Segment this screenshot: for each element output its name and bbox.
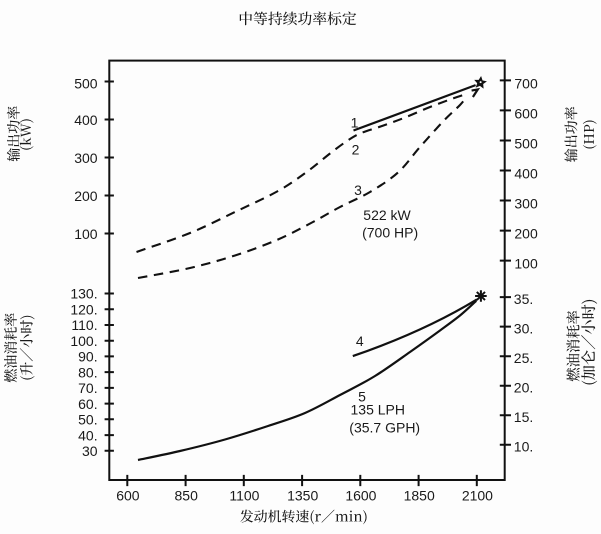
svg-text:20.: 20. bbox=[514, 380, 533, 396]
svg-text:15.: 15. bbox=[514, 409, 533, 425]
svg-text:35.: 35. bbox=[514, 291, 533, 307]
svg-text:400: 400 bbox=[514, 166, 538, 182]
svg-text:110.: 110. bbox=[71, 317, 97, 333]
svg-text:40.: 40. bbox=[78, 427, 97, 443]
svg-text:522 kW: 522 kW bbox=[363, 207, 411, 223]
svg-text:400: 400 bbox=[74, 112, 98, 128]
svg-text:300: 300 bbox=[74, 150, 98, 166]
svg-text:4: 4 bbox=[356, 333, 364, 349]
svg-text:2: 2 bbox=[352, 142, 360, 158]
svg-text:100: 100 bbox=[74, 226, 98, 242]
svg-text:200: 200 bbox=[514, 226, 538, 242]
svg-text:100.: 100. bbox=[70, 333, 97, 349]
svg-text:300: 300 bbox=[514, 196, 538, 212]
svg-text:2100: 2100 bbox=[462, 488, 493, 504]
svg-text:600: 600 bbox=[514, 105, 538, 121]
svg-text:(700 HP): (700 HP) bbox=[362, 224, 418, 240]
svg-text:1: 1 bbox=[351, 115, 359, 131]
svg-text:500: 500 bbox=[514, 136, 538, 152]
svg-text:10.: 10. bbox=[514, 439, 533, 455]
svg-text:70.: 70. bbox=[78, 380, 97, 396]
svg-text:850: 850 bbox=[175, 488, 199, 504]
svg-text:1850: 1850 bbox=[404, 488, 435, 504]
svg-text:130.: 130. bbox=[70, 286, 97, 302]
svg-text:60.: 60. bbox=[78, 396, 97, 412]
svg-text:5: 5 bbox=[358, 389, 366, 405]
svg-text:120.: 120. bbox=[70, 301, 97, 317]
svg-text:90.: 90. bbox=[78, 349, 97, 365]
svg-text:600: 600 bbox=[116, 488, 140, 504]
svg-text:700: 700 bbox=[514, 75, 538, 91]
svg-text:135 LPH: 135 LPH bbox=[351, 402, 405, 418]
svg-text:50.: 50. bbox=[78, 412, 97, 428]
svg-text:1350: 1350 bbox=[287, 488, 318, 504]
svg-text:25.: 25. bbox=[514, 350, 533, 366]
svg-text:100: 100 bbox=[514, 256, 538, 272]
svg-text:500: 500 bbox=[74, 76, 98, 92]
svg-text:30.: 30. bbox=[514, 320, 533, 336]
svg-text:1600: 1600 bbox=[345, 488, 376, 504]
svg-text:(35.7 GPH): (35.7 GPH) bbox=[349, 420, 420, 436]
svg-text:3: 3 bbox=[354, 182, 362, 198]
svg-text:30: 30 bbox=[82, 443, 98, 459]
svg-text:200: 200 bbox=[74, 188, 98, 204]
svg-text:1100: 1100 bbox=[229, 488, 259, 504]
svg-text:80.: 80. bbox=[78, 364, 97, 380]
